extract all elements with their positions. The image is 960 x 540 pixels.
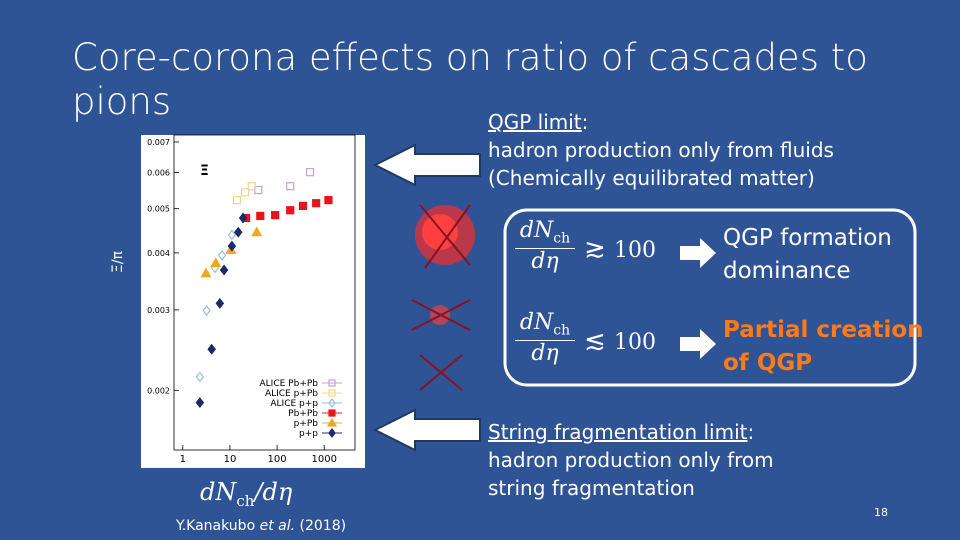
marker	[328, 379, 336, 387]
y-axis-label: Ξ/π	[110, 250, 126, 273]
plot-frame	[173, 134, 356, 451]
threshold: 100	[614, 330, 656, 355]
block-arrow	[680, 329, 716, 359]
relation: ≲	[584, 326, 606, 356]
marker	[328, 398, 336, 408]
y-tick-label: 0.002	[147, 386, 170, 395]
fraction: dNch dη	[515, 218, 575, 274]
page-number: 18	[874, 506, 888, 519]
numerator: dNch	[515, 310, 575, 342]
plot-background	[141, 135, 365, 468]
x-tick-label: 10	[224, 454, 237, 465]
result-line: QGP formation	[723, 225, 892, 251]
condition-box	[503, 208, 917, 387]
y-tick-label: 0.007	[147, 138, 170, 147]
marker	[271, 211, 280, 220]
author: Y.Kanakubo	[176, 518, 260, 534]
x-tick-label: 100	[268, 454, 287, 465]
x-label-sub: ch	[236, 491, 255, 510]
marker	[215, 297, 225, 309]
text-line: hadron production only from fluids	[488, 138, 834, 162]
fraction: dNch dη	[515, 310, 575, 366]
marker	[227, 229, 237, 241]
marker	[207, 343, 216, 355]
particle-image	[411, 204, 475, 391]
marker	[195, 397, 205, 409]
qgp-limit: QGP limit: hadron production only from f…	[488, 108, 834, 192]
y-tick-label: 0.004	[147, 249, 170, 258]
marker	[238, 212, 248, 224]
x-tick-label: 1000	[311, 454, 336, 465]
legend-label: Pb+Pb	[288, 409, 318, 419]
marker	[227, 240, 237, 252]
text-line: hadron production only from	[488, 448, 774, 472]
marker	[251, 226, 263, 237]
slide-title: Core-corona effects on ratio of cascades…	[72, 36, 868, 123]
colon: :	[581, 110, 589, 134]
denominator: dη	[531, 249, 559, 275]
denominator: dη	[531, 341, 559, 367]
marker	[328, 428, 336, 438]
citation: Y.Kanakubo et al. (2018)	[176, 518, 346, 534]
string-limit-label: String fragmentation limit	[488, 420, 748, 444]
relation: ≳	[584, 234, 606, 264]
marker	[286, 206, 295, 215]
x-label-rest: /dη	[254, 478, 293, 506]
marker	[247, 182, 256, 191]
legend-label: ALICE p+Pb	[265, 389, 318, 399]
legend-label: ALICE Pb+Pb	[260, 379, 319, 389]
threshold: 100	[614, 238, 656, 263]
marker	[305, 168, 315, 177]
arrow-left	[372, 143, 481, 187]
marker	[202, 305, 211, 317]
plot-symbol: Ξ	[200, 163, 209, 179]
result: Partial creation of QGP	[723, 314, 924, 380]
qgp-limit-label: QGP limit	[488, 110, 582, 134]
result-line: dominance	[723, 258, 851, 284]
numerator-text: dN	[519, 310, 554, 335]
numerator-sub: ch	[553, 322, 571, 339]
marker	[328, 409, 336, 417]
result: QGP formation dominance	[723, 222, 892, 288]
marker	[312, 199, 321, 208]
x-label-main: dN	[200, 478, 237, 506]
marker	[326, 417, 338, 427]
marker	[219, 264, 229, 276]
text-line: string fragmentation	[488, 476, 695, 500]
marker	[195, 371, 205, 383]
x-axis-label: dNch/dη	[200, 478, 292, 510]
marker	[241, 188, 250, 197]
numerator-text: dN	[519, 218, 554, 243]
marker	[210, 257, 222, 268]
marker	[324, 196, 333, 205]
colon: :	[747, 420, 755, 444]
y-tick-label: 0.006	[147, 169, 170, 178]
marker	[328, 389, 336, 397]
y-tick-label: 0.005	[147, 205, 170, 214]
string-limit: String fragmentation limit: hadron produ…	[488, 418, 774, 502]
marker	[217, 249, 227, 261]
block-arrow	[680, 238, 716, 268]
arrow-left	[372, 408, 481, 452]
numerator: dNch	[515, 218, 575, 250]
marker	[200, 267, 212, 278]
numerator-sub: ch	[553, 230, 571, 247]
x-tick-label: 1	[180, 454, 186, 465]
marker	[286, 182, 295, 191]
et-al: et al.	[259, 518, 296, 534]
result-line: of QGP	[723, 350, 813, 376]
legend-label: p+Pb	[294, 419, 319, 429]
marker	[233, 226, 243, 238]
marker	[232, 196, 241, 205]
text-line: (Chemically equilibrated matter)	[488, 166, 815, 190]
result-line: Partial creation	[723, 317, 924, 343]
marker	[256, 211, 265, 221]
legend-label: p+p	[299, 429, 318, 439]
y-tick-label: 0.003	[147, 306, 170, 315]
legend-label: ALICE p+p	[270, 399, 318, 409]
year: (2018)	[295, 518, 347, 534]
marker	[298, 201, 308, 211]
